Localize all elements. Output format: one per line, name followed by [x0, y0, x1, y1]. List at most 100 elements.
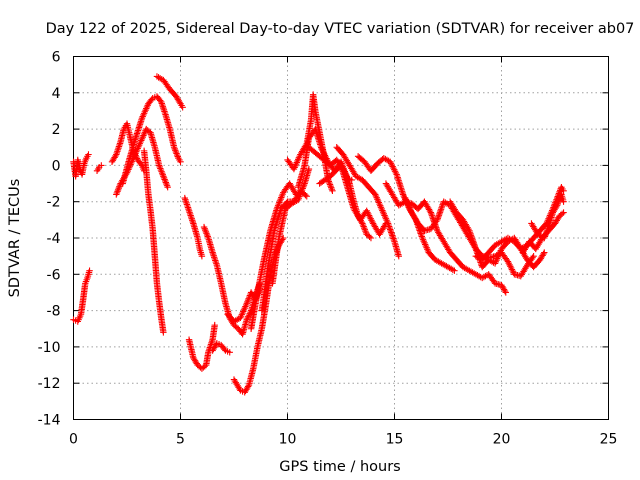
data-point: [395, 252, 402, 260]
data-point: [173, 150, 180, 157]
data-point: [541, 234, 548, 242]
data-point: [200, 223, 208, 231]
y-axis-label: SDTVAR / TECUs: [7, 179, 23, 298]
x-tick-label: 20: [493, 432, 511, 448]
data-point: [328, 184, 335, 191]
data-point: [361, 226, 369, 233]
data-series-arc-q: [269, 165, 313, 287]
y-tick-label: 4: [52, 86, 61, 102]
data-point: [163, 180, 170, 188]
data-series-arc-r: [284, 91, 336, 195]
data-point: [540, 250, 547, 258]
data-point: [247, 308, 254, 316]
data-series-arc-i: [181, 194, 206, 260]
data-point: [156, 163, 163, 171]
data-point: [367, 234, 375, 242]
data-point: [465, 225, 472, 233]
data-point: [113, 191, 120, 198]
data-point: [170, 144, 178, 151]
data-point: [361, 224, 368, 232]
x-tick-label: 0: [69, 432, 78, 448]
x-tick-label: 10: [279, 432, 297, 448]
data-point: [162, 177, 169, 185]
data-series-arc-u: [316, 162, 390, 238]
data-point: [541, 233, 549, 240]
data-point: [159, 171, 166, 178]
data-point: [163, 182, 171, 189]
data-series-arc-o: [247, 180, 300, 332]
y-tick-label: -4: [47, 231, 61, 247]
data-series-arc-f: [119, 93, 184, 187]
data-point: [116, 183, 123, 190]
data-points: [70, 73, 567, 396]
data-point: [326, 179, 333, 187]
y-tick-label: -10: [38, 340, 61, 356]
data-point: [160, 173, 167, 180]
data-point: [226, 349, 233, 356]
tick-labels: 0 5 10 15 20 25 -14 -12 -10 -8 -6 -4 -2 0 2 4 6: [38, 50, 618, 448]
data-point: [98, 162, 105, 169]
data-point: [244, 297, 252, 304]
data-point: [221, 345, 228, 353]
data-point: [172, 148, 180, 156]
data-point: [148, 96, 155, 103]
data-point: [112, 152, 119, 160]
x-tick-label: 5: [176, 432, 185, 448]
data-point: [560, 187, 567, 195]
data-point: [451, 267, 458, 274]
data-series-arc-h: [153, 73, 186, 111]
data-point: [501, 287, 509, 295]
data-point: [302, 191, 309, 199]
data-point: [85, 151, 92, 158]
data-point: [502, 289, 509, 296]
data-point: [171, 145, 178, 153]
y-tick-label: -6: [47, 267, 61, 283]
data-series-arc-k: [209, 340, 233, 356]
data-point: [243, 316, 251, 323]
data-point: [541, 249, 548, 256]
data-point: [560, 209, 567, 216]
data-point: [560, 198, 567, 205]
data-point: [530, 252, 537, 260]
data-point: [161, 176, 168, 183]
data-point: [114, 186, 122, 193]
data-series-arc-l: [200, 223, 263, 338]
data-point: [203, 230, 210, 237]
data-point: [359, 220, 366, 227]
data-point: [174, 153, 181, 160]
data-point: [359, 221, 367, 229]
data-point: [329, 187, 336, 195]
y-tick-label: -14: [38, 413, 61, 429]
data-point: [201, 225, 208, 232]
data-point: [327, 182, 334, 190]
y-tick-label: -12: [38, 376, 61, 392]
data-point: [204, 233, 211, 240]
data-point: [542, 230, 550, 237]
x-tick-label: 15: [386, 432, 404, 448]
data-point: [176, 99, 183, 106]
data-point: [160, 329, 167, 336]
data-point: [162, 179, 170, 186]
data-point: [157, 165, 164, 172]
data-point: [244, 383, 252, 390]
data-point: [303, 193, 310, 200]
data-point: [211, 321, 218, 329]
data-point: [172, 147, 179, 154]
data-series-arc-a: [70, 151, 92, 180]
data-point: [245, 295, 252, 302]
data-point: [114, 188, 121, 195]
data-point: [553, 202, 561, 209]
data-point: [173, 151, 181, 159]
data-point: [158, 169, 166, 177]
data-series-arc-ab: [519, 209, 567, 256]
data-point: [177, 158, 184, 165]
y-tick-label: 0: [52, 158, 61, 174]
data-point: [362, 228, 369, 235]
data-point: [360, 223, 367, 230]
data-series-arc-ac: [528, 191, 567, 242]
data-point: [246, 310, 253, 317]
data-point: [113, 189, 121, 197]
data-series-arc-b: [70, 267, 93, 325]
y-tick-label: 6: [52, 50, 61, 66]
